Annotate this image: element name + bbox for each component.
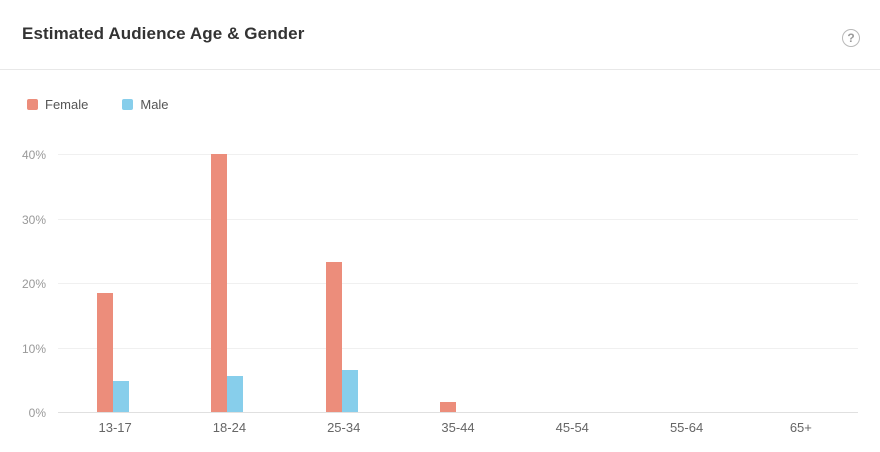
x-axis-label-65+: 65+ <box>789 420 812 435</box>
bar-female-25-34[interactable] <box>325 262 342 412</box>
male-legend-swatch-icon <box>122 99 134 110</box>
bar-male-25-34[interactable] <box>341 370 358 412</box>
gridline <box>58 283 858 284</box>
question-mark-glyph: ? <box>847 31 855 45</box>
x-axis-label-13-17: 13-17 <box>98 420 132 435</box>
bar-female-18-24[interactable] <box>211 154 228 412</box>
y-axis-tick-label: 10% <box>21 341 46 356</box>
x-axis-label-55-64: 55-64 <box>669 420 704 435</box>
gridline <box>58 347 858 349</box>
bar-female-35-44[interactable] <box>440 401 456 412</box>
x-axis-line <box>58 412 858 413</box>
legend-label-female: Female <box>45 97 89 112</box>
bar-male-18-24[interactable] <box>227 375 244 412</box>
legend-item-female[interactable]: Female <box>27 97 88 112</box>
gridline <box>58 218 858 220</box>
legend-label-male: Male <box>140 97 169 112</box>
y-axis-tick-label: 0% <box>28 406 46 420</box>
help-icon[interactable]: ? <box>842 29 860 47</box>
plot-area: 0% 10% 20% 30% 40% 13-17 18-24 25-34 35-44 45-54 5… <box>22 141 858 435</box>
bar-female-13-17[interactable] <box>97 293 114 412</box>
legend-item-male[interactable]: Male <box>122 97 169 112</box>
chart-legend: Female Male <box>27 97 203 112</box>
y-axis-tick-label: 40% <box>21 148 46 162</box>
gridline <box>58 154 858 155</box>
card-header: Estimated Audience Age & Gender ? <box>0 0 880 70</box>
bar-male-13-17[interactable] <box>113 381 130 412</box>
x-axis-label-45-54: 45-54 <box>555 420 589 435</box>
x-axis-label-18-24: 18-24 <box>212 420 247 435</box>
female-legend-swatch-icon <box>27 99 38 110</box>
page-title: Estimated Audience Age & Gender <box>22 24 305 43</box>
y-axis-tick-label: 20% <box>21 277 46 291</box>
x-axis-label-25-34: 25-34 <box>327 420 361 435</box>
x-axis-label-35-44: 35-44 <box>441 420 475 435</box>
y-axis-tick-label: 30% <box>21 212 46 227</box>
